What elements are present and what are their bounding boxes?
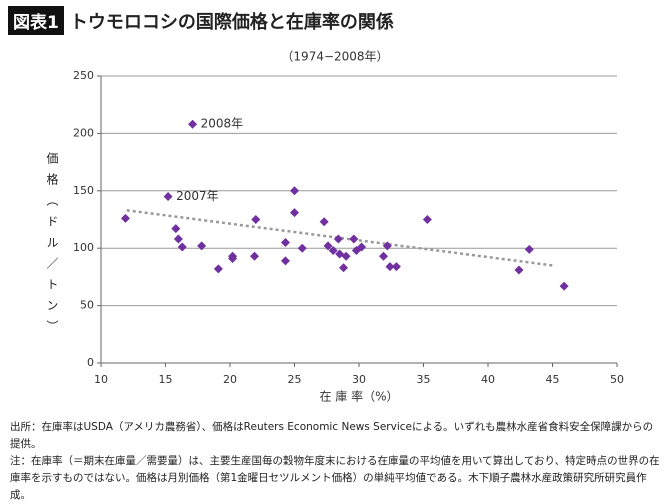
source-note: 出所：在庫率はUSDA（アメリカ農務省）、価格はReuters Economic… <box>10 421 654 450</box>
point <box>290 186 299 196</box>
chart-subtitle: （1974−2008年） <box>281 50 388 64</box>
point <box>333 234 343 244</box>
x-tick-label: 25 <box>288 373 302 386</box>
point <box>349 234 359 244</box>
point <box>524 244 534 254</box>
point <box>297 243 307 253</box>
y-axis-label: 価格（ドル／トン） <box>45 152 59 341</box>
point <box>188 119 198 129</box>
annotation: 2008年 <box>201 117 244 131</box>
y-tick-label: 200 <box>73 126 94 139</box>
point <box>339 263 349 273</box>
point <box>280 256 290 266</box>
point <box>319 217 329 227</box>
point <box>382 241 392 251</box>
footer: 出所：在庫率はUSDA（アメリカ農務省）、価格はReuters Economic… <box>10 419 662 504</box>
x-tick-label: 45 <box>546 373 560 386</box>
note: 注：在庫率（＝期末在庫量／需要量）は、主要生産国毎の穀物年度末における在庫量の平… <box>10 455 660 501</box>
x-tick-label: 40 <box>481 373 495 386</box>
point <box>422 215 432 224</box>
point <box>251 215 261 224</box>
point <box>121 213 131 223</box>
point <box>213 264 223 274</box>
x-tick-label: 10 <box>94 373 108 386</box>
annotation: 2007年 <box>176 189 219 203</box>
point <box>197 241 207 251</box>
point <box>290 208 299 218</box>
y-tick-label: 50 <box>80 299 94 312</box>
x-tick-label: 15 <box>159 373 173 386</box>
y-tick-label: 0 <box>87 356 94 369</box>
x-tick-label: 50 <box>610 373 624 386</box>
point <box>385 262 395 272</box>
point <box>250 251 260 261</box>
figure-tag: 図表1 <box>8 6 64 35</box>
point <box>379 251 389 261</box>
point <box>228 254 238 264</box>
point <box>559 281 569 291</box>
point <box>280 237 290 247</box>
point <box>357 242 367 252</box>
point <box>173 234 183 244</box>
x-tick-label: 20 <box>223 373 237 386</box>
y-tick-label: 250 <box>73 69 94 82</box>
point <box>323 241 333 251</box>
chart-title: トウモロコシの国際価格と在庫率の関係 <box>69 11 394 33</box>
point <box>341 251 351 261</box>
page: {"chart_data": {"type": "scatter", "tag"… <box>8 6 660 501</box>
y-tick-label: 150 <box>73 184 94 197</box>
point <box>163 192 173 202</box>
x-tick-label: 35 <box>417 373 431 386</box>
y-tick-label: 100 <box>73 241 94 254</box>
header: 図表1 トウモロコシの国際価格と在庫率の関係 <box>8 6 394 35</box>
point <box>514 265 524 275</box>
chart: （1974−2008年） 在 庫 率（%） 0 50 100 150 200 250 10 1… <box>73 50 624 404</box>
point <box>328 245 338 255</box>
point <box>171 224 181 234</box>
point <box>177 242 187 252</box>
point <box>391 262 401 272</box>
x-tick-label: 30 <box>352 373 366 386</box>
x-axis-label: 在 庫 率（%） <box>319 389 398 404</box>
